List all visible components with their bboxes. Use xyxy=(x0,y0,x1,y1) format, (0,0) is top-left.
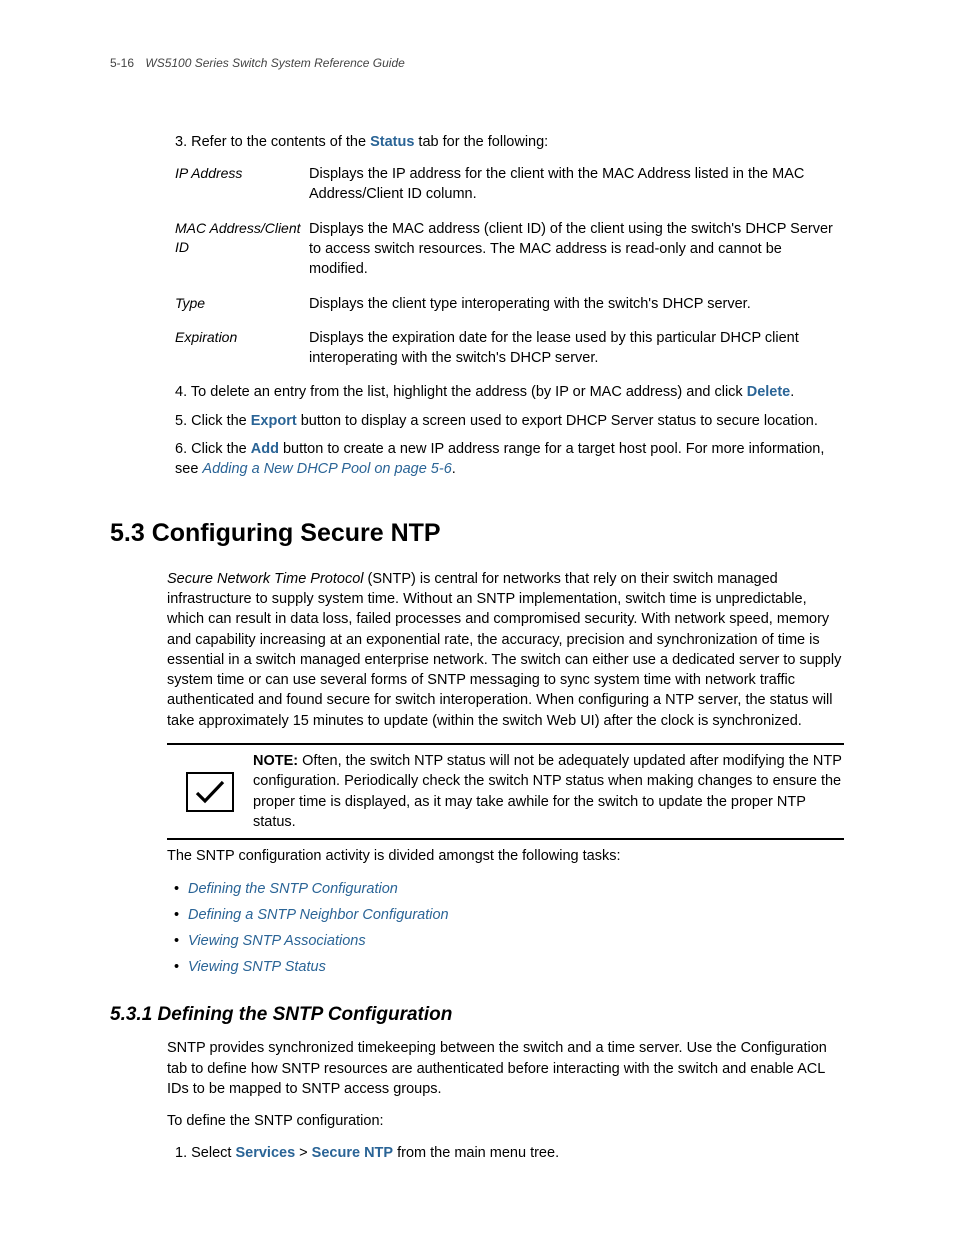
section-heading-5-3-1: 5.3.1 Defining the SNTP Configuration xyxy=(110,1002,844,1029)
note-callout: NOTE: Often, the switch NTP status will … xyxy=(167,743,844,840)
add-label: Add xyxy=(251,441,279,457)
def-desc: Displays the expiration date for the lea… xyxy=(309,328,844,369)
def-term: Expiration xyxy=(175,328,309,369)
note-label: NOTE: xyxy=(253,753,298,769)
step-4: 4. To delete an entry from the list, hig… xyxy=(175,382,844,402)
def-term: IP Address xyxy=(175,164,309,205)
def-desc: Displays the IP address for the client w… xyxy=(309,164,844,205)
step-text-post: button to display a screen used to expor… xyxy=(297,413,818,429)
step-text-post: tab for the following: xyxy=(414,134,548,150)
step-text-pre: To delete an entry from the list, highli… xyxy=(191,384,747,400)
step-num: 1. xyxy=(175,1145,187,1161)
link-define-sntp-config[interactable]: Defining the SNTP Configuration xyxy=(188,881,398,897)
step-text-pre: Click the xyxy=(191,441,251,457)
task-intro: The SNTP configuration activity is divid… xyxy=(167,846,844,866)
list-item: Defining a SNTP Neighbor Configuration xyxy=(188,905,844,925)
step-1-select-services: 1. Select Services > Secure NTP from the… xyxy=(175,1143,844,1163)
list-item: Viewing SNTP Status xyxy=(188,957,844,977)
list-item: Viewing SNTP Associations xyxy=(188,931,844,951)
services-label: Services xyxy=(235,1145,295,1161)
def-desc: Displays the MAC address (client ID) of … xyxy=(309,219,844,280)
step-6: 6. Click the Add button to create a new … xyxy=(175,439,844,480)
step-text-pre: Refer to the contents of the xyxy=(191,134,370,150)
def-term: MAC Address/Client ID xyxy=(175,219,309,280)
step-text-pre: Select xyxy=(191,1145,235,1161)
step-text-post: from the main menu tree. xyxy=(393,1145,559,1161)
note-icon-wrap xyxy=(167,772,253,812)
step-num: 3. xyxy=(175,134,187,150)
def-expiration: Expiration Displays the expiration date … xyxy=(175,328,844,369)
procedure-intro: To define the SNTP configuration: xyxy=(167,1111,844,1131)
step-num: 5. xyxy=(175,413,187,429)
sep: > xyxy=(295,1145,312,1161)
add-dhcp-pool-link[interactable]: Adding a New DHCP Pool on page 5-6 xyxy=(202,461,451,477)
step-3: 3. Refer to the contents of the Status t… xyxy=(175,132,844,152)
def-mac-address: MAC Address/Client ID Displays the MAC a… xyxy=(175,219,844,280)
def-type: Type Displays the client type interopera… xyxy=(175,294,844,314)
link-view-sntp-assoc[interactable]: Viewing SNTP Associations xyxy=(188,933,366,949)
step-num: 6. xyxy=(175,441,187,457)
status-tab-label: Status xyxy=(370,134,414,150)
sntp-term: Secure Network Time Protocol xyxy=(167,571,364,587)
section-heading-5-3: 5.3 Configuring Secure NTP xyxy=(110,516,844,551)
link-view-sntp-status[interactable]: Viewing SNTP Status xyxy=(188,959,326,975)
step-text-pre: Click the xyxy=(191,413,251,429)
doc-title: WS5100 Series Switch System Reference Gu… xyxy=(145,56,404,70)
delete-label: Delete xyxy=(747,384,791,400)
step-5: 5. Click the Export button to display a … xyxy=(175,411,844,431)
def-term: Type xyxy=(175,294,309,314)
checkmark-icon xyxy=(186,772,234,812)
secure-ntp-label: Secure NTP xyxy=(312,1145,393,1161)
subsection-intro: SNTP provides synchronized timekeeping b… xyxy=(167,1038,844,1099)
def-desc: Displays the client type interoperating … xyxy=(309,294,844,314)
page-header: 5-16 WS5100 Series Switch System Referen… xyxy=(110,55,844,72)
list-item: Defining the SNTP Configuration xyxy=(188,879,844,899)
step-num: 4. xyxy=(175,384,187,400)
intro-text: (SNTP) is central for networks that rely… xyxy=(167,571,841,729)
note-body: Often, the switch NTP status will not be… xyxy=(253,753,842,830)
def-ip-address: IP Address Displays the IP address for t… xyxy=(175,164,844,205)
page-number: 5-16 xyxy=(110,56,134,70)
status-definitions: IP Address Displays the IP address for t… xyxy=(175,164,844,368)
task-list: Defining the SNTP Configuration Defining… xyxy=(188,879,844,978)
note-text: NOTE: Often, the switch NTP status will … xyxy=(253,751,844,832)
step-text-tail: . xyxy=(452,461,456,477)
intro-paragraph: Secure Network Time Protocol (SNTP) is c… xyxy=(167,569,844,731)
step-text-post: . xyxy=(790,384,794,400)
export-label: Export xyxy=(251,413,297,429)
link-define-sntp-neighbor[interactable]: Defining a SNTP Neighbor Configuration xyxy=(188,907,449,923)
